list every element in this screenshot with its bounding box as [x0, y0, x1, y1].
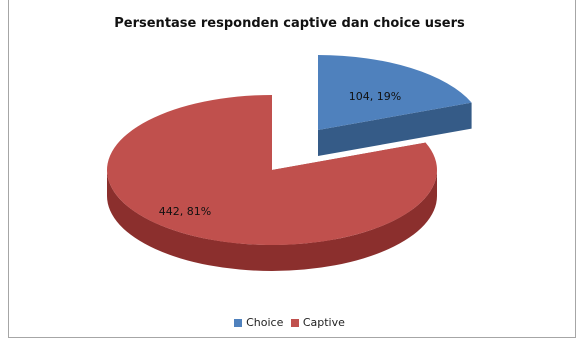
legend-swatch-choice	[234, 318, 243, 327]
legend-item-choice: Choice	[234, 316, 283, 329]
data-label-captive: 442, 81%	[159, 205, 211, 218]
legend-label-captive: Captive	[302, 316, 345, 329]
pie-slice-captive	[106, 95, 437, 246]
pie-slice-choice	[318, 55, 472, 130]
pie-slice-wall-choice	[318, 102, 472, 156]
legend-item-captive: Captive	[290, 316, 345, 329]
data-label-choice: 104, 19%	[349, 90, 401, 103]
legend-label-choice: Choice	[246, 316, 284, 329]
chart-title: Persentase responden captive dan choice …	[114, 16, 465, 31]
pie-slice-side-captive	[107, 170, 437, 271]
chart-legend: Choice Captive	[0, 316, 579, 330]
legend-swatch-captive	[290, 318, 299, 327]
